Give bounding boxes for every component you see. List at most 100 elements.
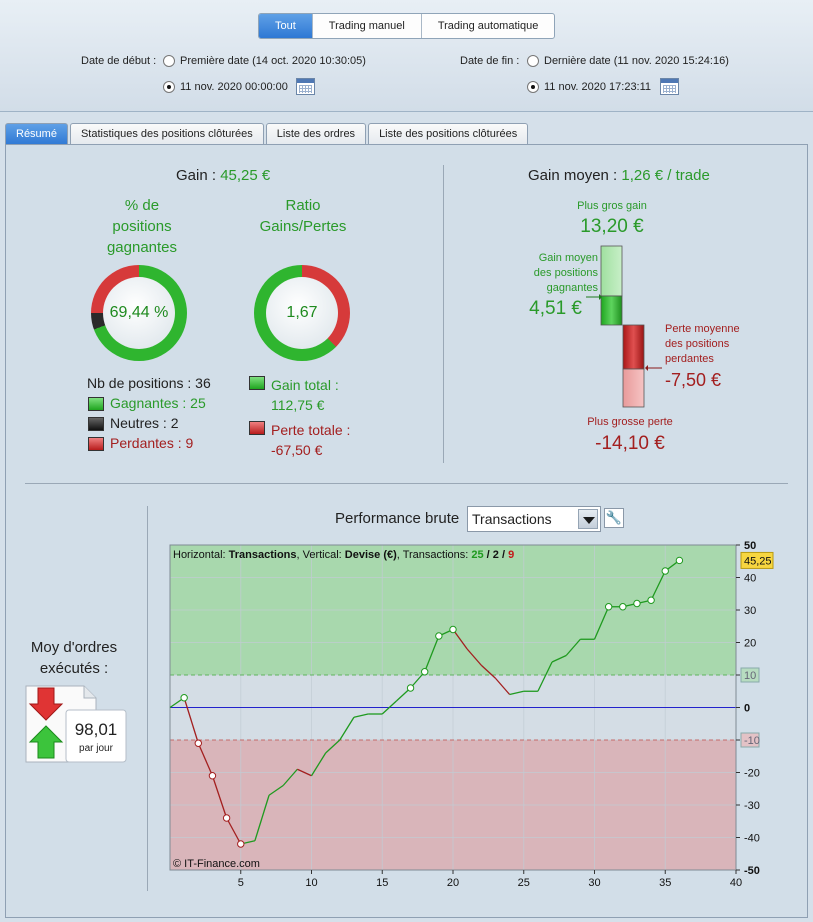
avg-loss-label-line: des positions xyxy=(665,338,730,350)
gain-max-bar xyxy=(600,245,623,297)
avg-gain-heading: Gain moyen : 1,26 € / trade xyxy=(528,167,710,184)
x-tick-label: 30 xyxy=(588,877,600,889)
gain-heading: Gain : 45,25 € xyxy=(176,167,270,184)
legend-loss: Perdantes : 9 xyxy=(110,435,194,451)
start-custom-date-value[interactable]: 11 nov. 2020 00:00:00 xyxy=(180,81,288,93)
gain-value: 45,25 € xyxy=(220,167,271,184)
equity-markers xyxy=(180,556,684,848)
orders-unit: par jour xyxy=(79,743,113,754)
pct-title-line: positions xyxy=(112,218,172,235)
series-segment-up xyxy=(282,768,298,786)
vertical-divider xyxy=(443,165,444,463)
data-point xyxy=(194,739,202,747)
start-first-date-radio[interactable] xyxy=(163,55,175,67)
series-segment-down xyxy=(197,742,214,777)
series-segment-up xyxy=(353,713,369,718)
pct-title-line: % de xyxy=(124,197,160,214)
chart-watermark: © IT-Finance.com xyxy=(173,858,260,870)
orders-icon xyxy=(25,685,127,763)
series-segment-down xyxy=(211,775,228,819)
start-custom-date-radio[interactable] xyxy=(163,81,175,93)
win-rate-value: 69,44 % xyxy=(109,304,169,321)
x-tick-label: 15 xyxy=(376,877,388,889)
tab-liste-positions[interactable]: Liste des positions clôturées xyxy=(368,123,529,145)
perte-totale-label: Perte totale : xyxy=(271,422,351,438)
chart-info: Horizontal: Transactions, Vertical: Devi… xyxy=(173,549,514,561)
series-segment-up xyxy=(381,700,397,715)
tab-resume[interactable]: Résumé xyxy=(5,123,68,145)
series-segment-up xyxy=(325,739,341,754)
last-value-label: 45,25 xyxy=(744,555,772,567)
nb-positions: Nb de positions : 36 xyxy=(87,375,211,391)
x-axis: 5 10 15 20 25 30 35 40 xyxy=(238,870,742,889)
tab-statistiques[interactable]: Statistiques des positions clôturées xyxy=(69,123,264,145)
end-custom-date-radio[interactable] xyxy=(527,81,539,93)
y-tick-label: 30 xyxy=(744,605,756,617)
performance-title: Performance brute xyxy=(335,510,460,527)
last-value-badge xyxy=(740,551,774,569)
orders-title-line: Moy d'ordres xyxy=(30,639,118,656)
y-tick-label: -10 xyxy=(744,735,760,747)
series-segment-up xyxy=(268,784,284,796)
chevron-down-icon[interactable] xyxy=(578,509,598,529)
legend-win: Gagnantes : 25 xyxy=(110,395,206,411)
avg-win-value: 4,51 € xyxy=(529,298,582,319)
mode-segmented-control: Tout Trading manuel Trading automatique xyxy=(258,13,556,39)
segment-trading-automatique[interactable]: Trading automatique xyxy=(437,20,539,32)
series-segment-up xyxy=(310,752,327,777)
segment-trading-manuel[interactable]: Trading manuel xyxy=(313,14,422,38)
end-last-date-radio[interactable] xyxy=(527,55,539,67)
avg-gain-value: 1,26 € / trade xyxy=(621,167,710,184)
worst-loss-label: Plus grosse perte xyxy=(587,416,673,428)
series-segment-up xyxy=(551,654,567,663)
end-calendar-icon[interactable] xyxy=(660,78,679,95)
data-point xyxy=(180,694,188,702)
data-point xyxy=(661,567,669,575)
ratio-donut: 1,67 xyxy=(254,265,350,361)
start-date-label: Date de début : xyxy=(81,55,157,67)
data-point xyxy=(406,684,415,692)
end-last-date-label: Dernière date (11 nov. 2020 15:24:16) xyxy=(544,55,729,67)
series-segment-up xyxy=(339,716,355,741)
donut-hole xyxy=(266,277,338,349)
worst-loss-value: -14,10 € xyxy=(595,433,665,454)
data-point xyxy=(619,603,627,611)
y-tick-label: 50 xyxy=(744,540,756,552)
gain-avg-bar xyxy=(600,295,623,326)
end-custom-date-value[interactable]: 11 nov. 2020 17:23:11 xyxy=(544,81,652,93)
data-point xyxy=(449,625,457,634)
avg-loss-arrow-head xyxy=(645,365,648,371)
best-gain-label: Plus gros gain xyxy=(577,200,647,212)
gain-range-bar xyxy=(586,245,662,408)
avg-loss-value: -7,50 € xyxy=(665,370,722,390)
y-tick-label: 0 xyxy=(744,703,750,715)
series-segment-up xyxy=(509,690,524,696)
pct-title-line: gagnantes xyxy=(106,239,178,256)
series-segment-down xyxy=(297,768,312,777)
vertical-divider-bottom xyxy=(147,506,148,891)
start-calendar-icon[interactable] xyxy=(296,78,315,95)
x-tick-label: 20 xyxy=(447,877,459,889)
performance-mode-select[interactable]: Transactions xyxy=(467,506,601,532)
threshold-badge xyxy=(740,732,760,748)
x-tick-label: 40 xyxy=(730,877,742,889)
series-segment-down xyxy=(494,677,511,695)
gain-total-label: Gain total : xyxy=(271,377,339,393)
data-point xyxy=(633,599,641,608)
loss-avg-bar xyxy=(622,324,645,370)
data-point xyxy=(435,632,443,640)
series-segment-down xyxy=(452,629,468,650)
segment-tout[interactable]: Tout xyxy=(259,14,313,38)
start-first-date-label: Première date (14 oct. 2020 10:30:05) xyxy=(180,55,366,67)
threshold-badge xyxy=(740,667,760,683)
y-tick-label: -30 xyxy=(744,800,760,812)
x-tick-label: 35 xyxy=(659,877,671,889)
y-tick-label: -50 xyxy=(744,865,760,877)
gain-total: Gain total : 112,75 € xyxy=(271,375,339,415)
orders-value: 98,01 xyxy=(74,720,118,739)
tab-liste-ordres[interactable]: Liste des ordres xyxy=(265,123,367,145)
tab-bar: Résumé Statistiques des positions clôtur… xyxy=(5,123,529,145)
wrench-icon[interactable]: 🔧 xyxy=(604,508,624,528)
orders-title-line: exécutés : xyxy=(39,660,109,677)
ratio-value: 1,67 xyxy=(286,304,318,321)
